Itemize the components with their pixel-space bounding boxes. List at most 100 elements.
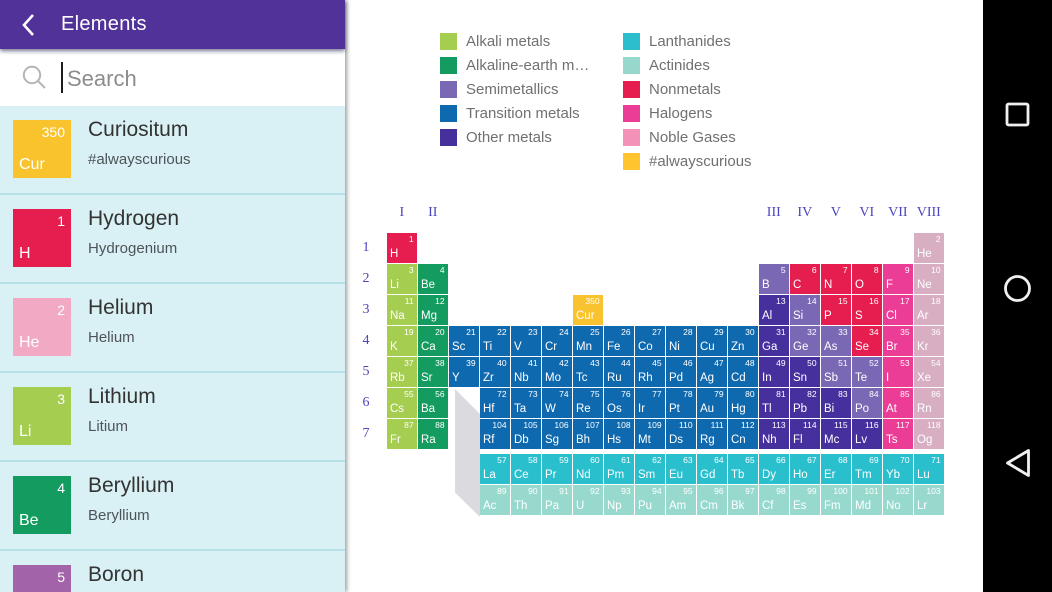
table-cell-Kr[interactable]: 36 Kr — [914, 326, 944, 356]
table-cell-Cr[interactable]: 24 Cr — [542, 326, 572, 356]
table-cell-Mn[interactable]: 25 Mn — [573, 326, 603, 356]
table-cell-Np[interactable]: 93 Np — [604, 485, 634, 515]
table-cell-Ca[interactable]: 20 Ca — [418, 326, 448, 356]
table-cell-Dy[interactable]: 66 Dy — [759, 454, 789, 484]
list-item-H[interactable]: 1 H Hydrogen Hydrogenium — [0, 195, 345, 284]
table-cell-Na[interactable]: 11 Na — [387, 295, 417, 325]
table-cell-Cf[interactable]: 98 Cf — [759, 485, 789, 515]
list-item-B[interactable]: 5B Boron — [0, 551, 345, 592]
table-cell-In[interactable]: 49 In — [759, 357, 789, 387]
table-cell-Rf[interactable]: 104 Rf — [480, 419, 510, 449]
table-cell-He[interactable]: 2 He — [914, 233, 944, 263]
table-cell-Hs[interactable]: 108 Hs — [604, 419, 634, 449]
table-cell-Mo[interactable]: 42 Mo — [542, 357, 572, 387]
table-cell-Rn[interactable]: 86 Rn — [914, 388, 944, 418]
table-cell-Pt[interactable]: 78 Pt — [666, 388, 696, 418]
recents-button-icon[interactable] — [1005, 102, 1030, 127]
table-cell-Hg[interactable]: 80 Hg — [728, 388, 758, 418]
table-cell-Fe[interactable]: 26 Fe — [604, 326, 634, 356]
table-cell-Hf[interactable]: 72 Hf — [480, 388, 510, 418]
table-cell-Pa[interactable]: 91 Pa — [542, 485, 572, 515]
table-cell-Am[interactable]: 95 Am — [666, 485, 696, 515]
table-cell-S[interactable]: 16 S — [852, 295, 882, 325]
table-cell-Ne[interactable]: 10 Ne — [914, 264, 944, 294]
table-cell-Os[interactable]: 76 Os — [604, 388, 634, 418]
table-cell-Ag[interactable]: 47 Ag — [697, 357, 727, 387]
back-arrow-icon[interactable] — [21, 13, 35, 37]
table-cell-Db[interactable]: 105 Db — [511, 419, 541, 449]
table-cell-P[interactable]: 15 P — [821, 295, 851, 325]
table-cell-Tm[interactable]: 69 Tm — [852, 454, 882, 484]
table-cell-Ra[interactable]: 88 Ra — [418, 419, 448, 449]
table-cell-V[interactable]: 23 V — [511, 326, 541, 356]
table-cell-Cs[interactable]: 55 Cs — [387, 388, 417, 418]
table-cell-Md[interactable]: 101 Md — [852, 485, 882, 515]
table-cell-Pr[interactable]: 59 Pr — [542, 454, 572, 484]
table-cell-Cd[interactable]: 48 Cd — [728, 357, 758, 387]
table-cell-Bk[interactable]: 97 Bk — [728, 485, 758, 515]
table-cell-Bh[interactable]: 107 Bh — [573, 419, 603, 449]
table-cell-Zr[interactable]: 40 Zr — [480, 357, 510, 387]
table-cell-Mc[interactable]: 115 Mc — [821, 419, 851, 449]
table-cell-Nb[interactable]: 41 Nb — [511, 357, 541, 387]
table-cell-Re[interactable]: 75 Re — [573, 388, 603, 418]
table-cell-Zn[interactable]: 30 Zn — [728, 326, 758, 356]
table-cell-Xe[interactable]: 54 Xe — [914, 357, 944, 387]
table-cell-Nh[interactable]: 113 Nh — [759, 419, 789, 449]
table-cell-Ac[interactable]: 89 Ac — [480, 485, 510, 515]
table-cell-Bi[interactable]: 83 Bi — [821, 388, 851, 418]
table-cell-Ga[interactable]: 31 Ga — [759, 326, 789, 356]
table-cell-Sg[interactable]: 106 Sg — [542, 419, 572, 449]
table-cell-Mt[interactable]: 109 Mt — [635, 419, 665, 449]
table-cell-Mg[interactable]: 12 Mg — [418, 295, 448, 325]
table-cell-Ge[interactable]: 32 Ge — [790, 326, 820, 356]
table-cell-Yb[interactable]: 70 Yb — [883, 454, 913, 484]
table-cell-Cl[interactable]: 17 Cl — [883, 295, 913, 325]
table-cell-Sm[interactable]: 62 Sm — [635, 454, 665, 484]
table-cell-I[interactable]: 53 I — [883, 357, 913, 387]
table-cell-Ar[interactable]: 18 Ar — [914, 295, 944, 325]
table-cell-Te[interactable]: 52 Te — [852, 357, 882, 387]
table-cell-Lv[interactable]: 116 Lv — [852, 419, 882, 449]
table-cell-Es[interactable]: 99 Es — [790, 485, 820, 515]
table-cell-W[interactable]: 74 W — [542, 388, 572, 418]
list-item-Li[interactable]: 3 Li Lithium Litium — [0, 373, 345, 462]
table-cell-At[interactable]: 85 At — [883, 388, 913, 418]
table-cell-K[interactable]: 19 K — [387, 326, 417, 356]
table-cell-Pb[interactable]: 82 Pb — [790, 388, 820, 418]
table-cell-Pd[interactable]: 46 Pd — [666, 357, 696, 387]
table-cell-La[interactable]: 57 La — [480, 454, 510, 484]
list-item-He[interactable]: 2 He Helium Helium — [0, 284, 345, 373]
table-cell-Ho[interactable]: 67 Ho — [790, 454, 820, 484]
table-cell-Ni[interactable]: 28 Ni — [666, 326, 696, 356]
table-cell-Eu[interactable]: 63 Eu — [666, 454, 696, 484]
table-cell-Tl[interactable]: 81 Tl — [759, 388, 789, 418]
table-cell-Rh[interactable]: 45 Rh — [635, 357, 665, 387]
list-item-Cur[interactable]: 350 Cur Curiositum #alwayscurious — [0, 106, 345, 195]
table-cell-Ta[interactable]: 73 Ta — [511, 388, 541, 418]
table-cell-Ru[interactable]: 44 Ru — [604, 357, 634, 387]
table-cell-Sn[interactable]: 50 Sn — [790, 357, 820, 387]
table-cell-Fr[interactable]: 87 Fr — [387, 419, 417, 449]
table-cell-Nd[interactable]: 60 Nd — [573, 454, 603, 484]
table-cell-Fl[interactable]: 114 Fl — [790, 419, 820, 449]
table-cell-No[interactable]: 102 No — [883, 485, 913, 515]
table-cell-Au[interactable]: 79 Au — [697, 388, 727, 418]
table-cell-Lr[interactable]: 103 Lr — [914, 485, 944, 515]
table-cell-Fm[interactable]: 100 Fm — [821, 485, 851, 515]
table-cell-Se[interactable]: 34 Se — [852, 326, 882, 356]
table-cell-Th[interactable]: 90 Th — [511, 485, 541, 515]
table-cell-Og[interactable]: 118 Og — [914, 419, 944, 449]
table-cell-Ce[interactable]: 58 Ce — [511, 454, 541, 484]
table-cell-Sr[interactable]: 38 Sr — [418, 357, 448, 387]
table-cell-Ba[interactable]: 56 Ba — [418, 388, 448, 418]
back-button-icon[interactable] — [1004, 448, 1031, 478]
table-cell-Pm[interactable]: 61 Pm — [604, 454, 634, 484]
table-cell-Lu[interactable]: 71 Lu — [914, 454, 944, 484]
list-item-Be[interactable]: 4 Be Beryllium Beryllium — [0, 462, 345, 551]
